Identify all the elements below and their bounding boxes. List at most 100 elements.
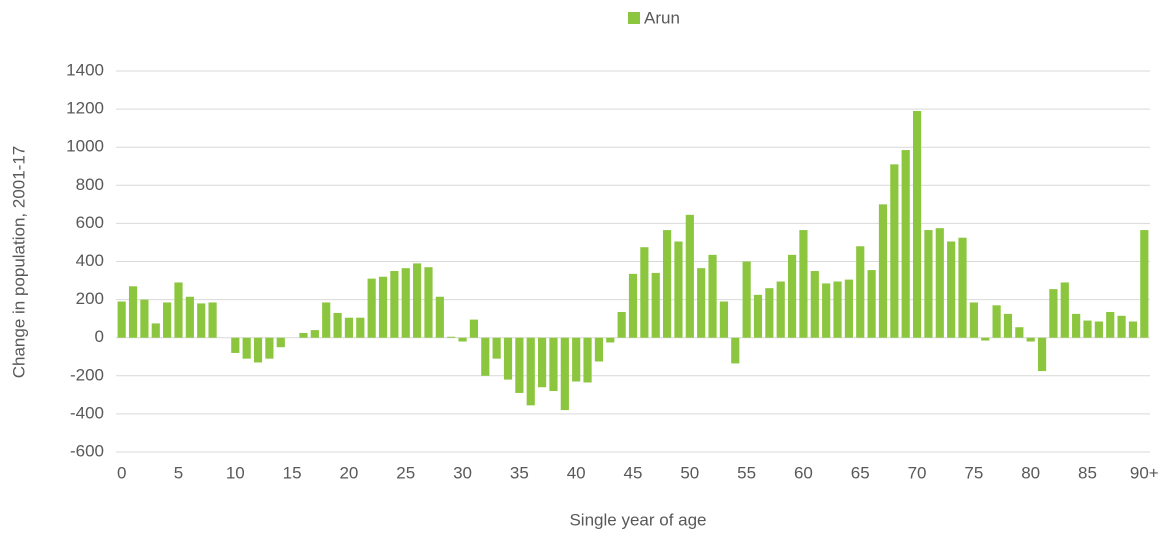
bar [413,263,422,338]
y-tick-label: 600 [76,213,104,232]
bar [890,164,899,338]
x-tick-label: 45 [624,463,643,482]
bar [253,337,263,363]
bar [367,278,376,338]
bar [935,228,944,338]
bar [208,302,217,338]
bar [1037,337,1047,372]
bar [333,312,342,338]
y-tick-label: -600 [70,441,104,460]
x-tick-label: 35 [510,463,529,482]
y-tick-label: 800 [76,175,104,194]
legend-label: Arun [644,8,680,27]
bar [765,288,774,338]
bar [1140,230,1149,338]
bar [833,281,842,338]
bar [538,337,547,388]
bar [503,337,513,380]
bar [276,337,285,348]
bar [231,337,240,353]
bar [378,276,388,338]
bar [390,271,399,338]
y-tick-label: 1200 [66,99,104,118]
x-tick-label: 30 [453,463,472,482]
x-tick-label: 80 [1021,463,1040,482]
x-tick-label: 20 [339,463,358,482]
bar [685,214,694,338]
y-tick-label: -200 [70,365,104,384]
bar [969,302,978,338]
bar [810,271,819,338]
bar [197,303,206,338]
y-tick-label: 400 [76,251,104,270]
bar [549,337,558,392]
bar [697,268,706,338]
bar [776,281,785,338]
x-tick-label: 85 [1078,463,1097,482]
bar [867,270,876,338]
bar [435,296,444,338]
bar [526,337,535,406]
x-tick-label: 50 [680,463,699,482]
bar [992,305,1001,338]
bar [1049,289,1058,338]
bar [844,279,853,338]
bar [572,337,581,382]
bar [1094,321,1103,338]
bar [299,332,308,338]
bar [640,247,649,338]
bar [981,337,990,341]
y-tick-label: 0 [95,327,104,346]
bar [924,230,933,338]
bar [742,261,751,338]
bar [856,246,865,338]
bar [515,337,524,393]
y-tick-label: 1400 [66,60,104,79]
bar [163,302,172,338]
x-tick-label: 25 [396,463,415,482]
bar [1072,313,1081,338]
bar [424,267,433,338]
bar [322,302,331,338]
x-tick-label: 70 [908,463,927,482]
bar [947,241,956,338]
bar [401,268,410,338]
bar [583,337,592,383]
bar [674,241,683,338]
bar [242,337,251,359]
bar [458,337,467,342]
bar [140,299,149,338]
bar [958,237,967,338]
x-tick-label: 5 [174,463,183,482]
bar [617,311,626,338]
bar [753,294,763,338]
bar [594,337,604,362]
bar [901,150,910,338]
bar [492,337,501,359]
bar [606,337,615,343]
x-tick-label: 90+ [1130,463,1159,482]
y-tick-label: 1000 [66,137,104,156]
bar [1060,282,1069,338]
bar [731,337,740,364]
bar [447,336,456,338]
y-axis-label: Change in population, 2001-17 [9,146,28,379]
x-tick-label: 60 [794,463,813,482]
bar [628,273,638,338]
x-tick-label: 65 [851,463,870,482]
bar [344,317,354,338]
bar [878,204,888,338]
bar [1083,320,1092,338]
bar [151,323,160,338]
bar [185,296,194,338]
x-axis-label: Single year of age [569,510,706,529]
bar [1015,327,1024,338]
bar [1128,321,1138,338]
bar [128,286,138,338]
bar [822,283,831,338]
x-tick-label: 55 [737,463,756,482]
y-tick-label: -400 [70,403,104,422]
bar [310,330,319,338]
bar [265,337,274,359]
